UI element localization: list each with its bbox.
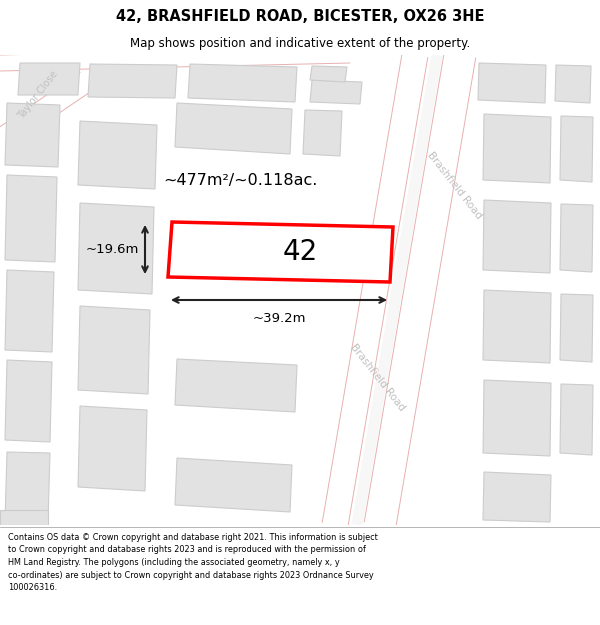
Polygon shape: [175, 103, 292, 154]
Polygon shape: [78, 406, 147, 491]
Text: Taylor Close: Taylor Close: [16, 69, 60, 121]
Polygon shape: [175, 458, 292, 512]
Polygon shape: [5, 175, 57, 262]
Text: 42, BRASHFIELD ROAD, BICESTER, OX26 3HE: 42, BRASHFIELD ROAD, BICESTER, OX26 3HE: [116, 9, 484, 24]
Polygon shape: [5, 360, 52, 442]
Polygon shape: [5, 270, 54, 352]
Polygon shape: [483, 200, 551, 273]
Text: Brashfield Road: Brashfield Road: [426, 149, 484, 221]
Polygon shape: [560, 384, 593, 455]
Text: ~477m²/~0.118ac.: ~477m²/~0.118ac.: [163, 173, 317, 188]
Polygon shape: [18, 63, 80, 95]
Polygon shape: [483, 290, 551, 363]
Polygon shape: [5, 452, 50, 521]
Polygon shape: [78, 306, 150, 394]
Text: Map shows position and indicative extent of the property.: Map shows position and indicative extent…: [130, 38, 470, 51]
Polygon shape: [175, 359, 297, 412]
Polygon shape: [0, 510, 48, 525]
Polygon shape: [303, 110, 342, 156]
Polygon shape: [555, 65, 591, 103]
Polygon shape: [88, 64, 177, 98]
Polygon shape: [188, 64, 297, 102]
Text: ~19.6m: ~19.6m: [86, 243, 139, 256]
Text: Contains OS data © Crown copyright and database right 2021. This information is : Contains OS data © Crown copyright and d…: [8, 533, 378, 592]
Polygon shape: [483, 114, 551, 183]
Text: Brashfield Road: Brashfield Road: [349, 342, 407, 412]
Text: ~39.2m: ~39.2m: [252, 312, 306, 325]
Polygon shape: [168, 222, 393, 282]
Polygon shape: [310, 66, 347, 82]
Polygon shape: [483, 380, 551, 456]
Polygon shape: [78, 121, 157, 189]
Polygon shape: [560, 204, 593, 272]
Polygon shape: [560, 294, 593, 362]
Text: 42: 42: [283, 238, 319, 266]
Polygon shape: [478, 63, 546, 103]
Polygon shape: [560, 116, 593, 182]
Polygon shape: [310, 80, 362, 104]
Polygon shape: [78, 203, 154, 294]
Polygon shape: [483, 472, 551, 522]
Polygon shape: [5, 103, 60, 167]
